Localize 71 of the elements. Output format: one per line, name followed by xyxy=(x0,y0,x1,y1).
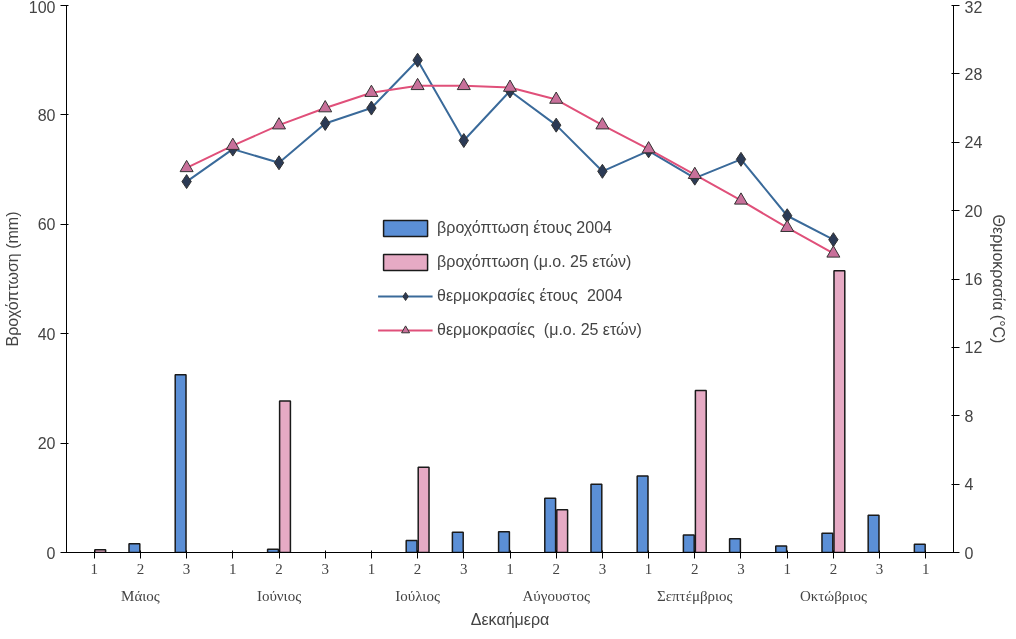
text: Ιούλιος xyxy=(395,587,440,604)
legend-label: θερμοκρασίες έτους 2004 xyxy=(437,286,623,305)
y2-tick-label: 32 xyxy=(964,0,983,16)
y-tick-label: 40 xyxy=(37,325,56,343)
y-tick-label: 100 xyxy=(28,0,56,16)
point xyxy=(410,77,425,91)
y-tick-label: 80 xyxy=(37,106,56,124)
point xyxy=(272,117,287,130)
y2-tick-label: 8 xyxy=(964,407,974,425)
y2-tick-label: 4 xyxy=(964,476,974,494)
bar xyxy=(590,483,603,553)
y-axis-title: Βροχόπτωση (mm) xyxy=(3,211,21,347)
bar xyxy=(451,531,464,553)
x-tick-label: 1 xyxy=(783,560,791,577)
x-tick-label: 2 xyxy=(413,560,422,577)
text: Ιούνιος xyxy=(256,587,302,604)
y2-axis-title: Θερμοκρασία (°C) xyxy=(990,214,1008,344)
x-tick-label: 3 xyxy=(598,560,607,577)
bar xyxy=(128,543,141,553)
bar xyxy=(775,545,788,553)
bar xyxy=(867,514,880,553)
y2-tick-label: 28 xyxy=(964,65,983,83)
point xyxy=(364,84,379,97)
x-tick-label: 1 xyxy=(922,560,930,577)
y2-tick-label: 0 xyxy=(964,544,974,562)
x-tick-label: 2 xyxy=(275,560,283,577)
bar xyxy=(728,538,742,553)
bar xyxy=(636,475,649,553)
x-tick-label: 2 xyxy=(829,560,838,577)
x-tick-label: 1 xyxy=(367,560,376,577)
y2-tick-label: 24 xyxy=(964,134,983,152)
legend-label: βροχόπτωση (μ.ο. 25 ετών) xyxy=(437,252,632,271)
x-tick-label: 3 xyxy=(875,560,884,577)
point xyxy=(687,166,702,179)
point xyxy=(179,159,194,173)
point xyxy=(225,137,240,150)
x-axis-title: Δεκαήμερα xyxy=(470,610,550,628)
bar xyxy=(497,530,511,553)
point xyxy=(826,245,841,258)
legend-label: βροχόπτωση έτους 2004 xyxy=(437,218,612,237)
x-tick-label: 2 xyxy=(691,560,699,577)
bar xyxy=(174,373,187,553)
x-tick-label: 3 xyxy=(321,560,329,577)
text: Αύγουστος xyxy=(522,587,590,604)
x-tick-label: 1 xyxy=(644,560,653,577)
y2-tick-label: 20 xyxy=(964,202,983,220)
y-tick-label: 60 xyxy=(37,216,56,234)
x-tick-label: 3 xyxy=(460,560,468,577)
x-tick-label: 3 xyxy=(737,560,745,577)
x-tick-label: 1 xyxy=(506,560,514,577)
y2-tick-label: 12 xyxy=(964,339,983,357)
y-tick-label: 20 xyxy=(37,435,56,453)
x-tick-label: 1 xyxy=(229,560,237,577)
point xyxy=(595,117,610,130)
point xyxy=(503,79,517,92)
point xyxy=(549,91,564,104)
x-tick-label: 1 xyxy=(90,560,98,577)
x-tick-label: 3 xyxy=(182,560,191,577)
x-tick-label: 2 xyxy=(136,560,145,577)
x-tick-label: 2 xyxy=(552,560,560,577)
legend-label: θερμοκρασίες (μ.ο. 25 ετών) xyxy=(437,320,642,339)
text: Μάιος xyxy=(121,587,160,604)
point xyxy=(456,77,471,91)
y2-tick-label: 16 xyxy=(964,271,983,288)
point xyxy=(318,100,333,113)
text: Οκτώβριος xyxy=(799,587,867,604)
point xyxy=(733,192,748,205)
point xyxy=(780,219,795,232)
y-tick-label: 0 xyxy=(46,544,56,562)
point xyxy=(641,141,656,154)
text: Σεπτέμβριος xyxy=(657,587,733,604)
